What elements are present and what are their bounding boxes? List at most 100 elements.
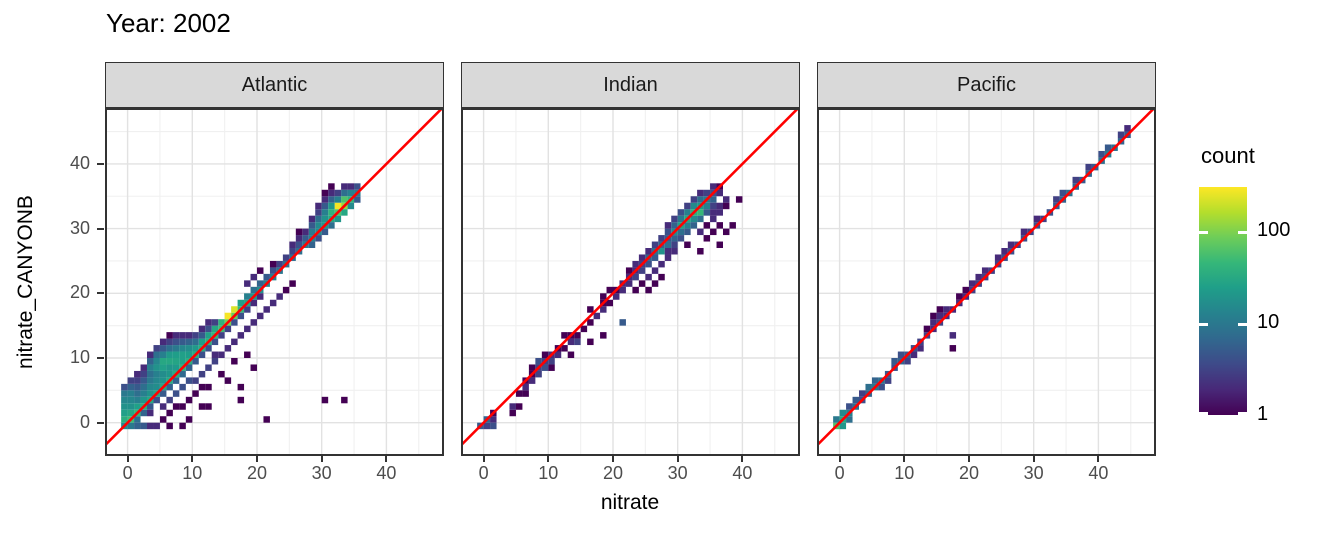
count-bin (1059, 189, 1067, 197)
count-bin (159, 377, 167, 384)
count-bin (561, 345, 568, 352)
count-bin (735, 196, 743, 203)
count-bin (315, 202, 322, 210)
count-bin (645, 260, 652, 268)
count-bin (515, 390, 523, 397)
y-tick-mark (97, 292, 104, 295)
count-bin (237, 332, 245, 339)
count-bin (198, 332, 206, 339)
x-tick-mark (256, 456, 258, 462)
y-tick-label: 10 (69, 347, 90, 367)
count-bin (962, 286, 969, 294)
count-bin (509, 409, 516, 417)
count-bin (690, 196, 698, 203)
page-title: Year: 2002 (106, 8, 231, 38)
count-bin (198, 370, 206, 378)
x-tick-label: 10 (182, 463, 203, 483)
count-bin (671, 215, 678, 223)
count-bin (321, 202, 329, 210)
count-bin (134, 383, 141, 391)
panel-pacific (817, 108, 1156, 456)
count-bin (289, 241, 296, 249)
count-bin (522, 383, 529, 391)
count-bin (600, 332, 607, 339)
x-tick-label: 0 (834, 463, 845, 483)
count-bin (567, 338, 575, 346)
count-bin (625, 280, 633, 287)
count-bin (846, 416, 853, 423)
count-bin (121, 409, 128, 417)
count-bin (574, 332, 581, 339)
count-bin (684, 241, 691, 249)
count-bin (1124, 125, 1131, 132)
count-bin (613, 293, 620, 300)
count-bin (147, 377, 154, 384)
count-bin (134, 377, 141, 384)
count-bin (127, 383, 135, 391)
count-bin (600, 306, 607, 313)
count-bin (651, 241, 659, 249)
count-bin (587, 338, 594, 346)
count-bin (561, 332, 568, 339)
count-bin (192, 345, 199, 352)
count-bin (218, 332, 225, 339)
count-bin (185, 351, 193, 358)
count-bin (205, 403, 212, 410)
count-bin (878, 383, 885, 391)
count-bin (651, 280, 659, 287)
count-bin (147, 370, 154, 378)
count-bin (153, 377, 160, 384)
count-bin (606, 299, 613, 307)
count-bin (134, 403, 141, 410)
count-bin (250, 364, 257, 371)
x-tick-mark (126, 456, 129, 462)
count-bin (308, 215, 316, 223)
count-bin (490, 422, 497, 430)
count-bin (166, 358, 173, 365)
count-bin (969, 280, 976, 287)
count-bin (625, 267, 633, 274)
count-bin (140, 396, 148, 404)
count-bin (224, 345, 232, 352)
count-bin (179, 422, 186, 430)
count-bin (185, 377, 193, 384)
count-bin (1053, 196, 1060, 203)
count-bin (179, 351, 186, 358)
count-bin (994, 254, 1002, 261)
x-tick-label: 20 (958, 463, 980, 483)
count-bin (684, 209, 691, 216)
count-bin (535, 370, 542, 378)
count-bin (121, 396, 128, 404)
count-bin (159, 345, 167, 352)
x-tick-label: 40 (376, 463, 397, 483)
count-bin (334, 202, 342, 210)
count-bin (891, 358, 898, 365)
count-bin (839, 409, 847, 417)
count-bin (341, 189, 348, 197)
count-bin (917, 345, 924, 352)
count-bin (1001, 248, 1008, 255)
count-bin (664, 228, 672, 236)
count-bin (716, 202, 723, 210)
count-bin (147, 383, 154, 391)
count-bin (276, 260, 283, 268)
count-bin (172, 403, 180, 410)
count-bin (134, 416, 141, 423)
count-bin (859, 390, 866, 397)
count-bin (127, 409, 135, 417)
count-bin (211, 319, 219, 326)
count-bin (172, 345, 180, 352)
count-bin (638, 267, 646, 274)
count-bin (257, 280, 264, 287)
count-bin (134, 422, 141, 430)
count-bin (341, 196, 348, 203)
count-bin (250, 299, 257, 307)
count-bin (121, 403, 128, 410)
count-bin (703, 202, 711, 210)
count-bin (308, 241, 316, 249)
count-bin (645, 273, 652, 281)
count-bin (897, 351, 905, 358)
count-bin (205, 364, 212, 371)
count-bin (574, 338, 581, 346)
count-bin (593, 312, 601, 320)
